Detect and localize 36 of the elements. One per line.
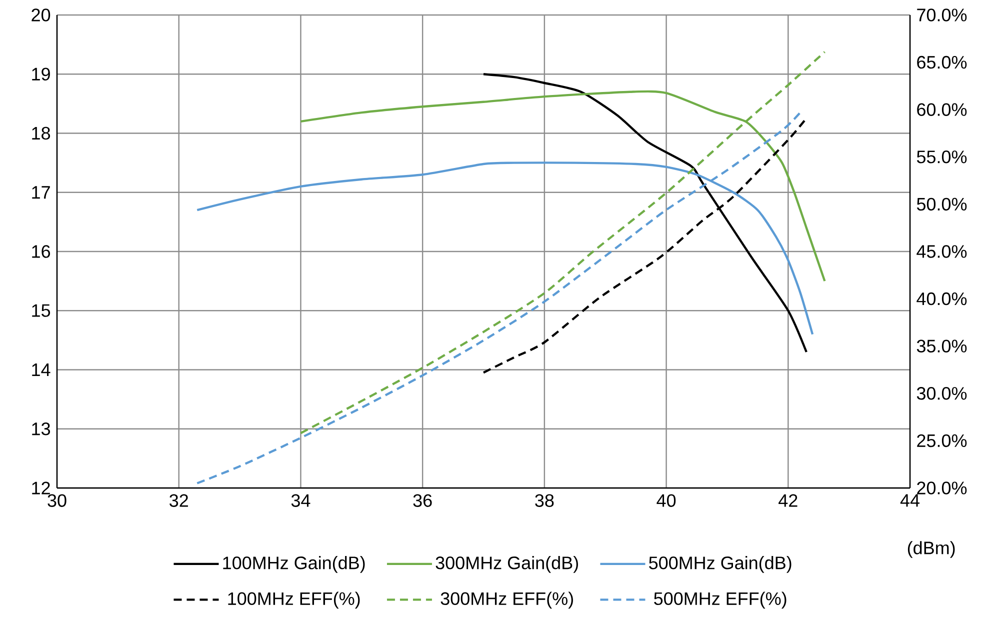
legend-label: 500MHz EFF(%) [654,592,786,609]
x-axis-title: (dBm) [908,541,955,558]
legend-label: 300MHz EFF(%) [440,592,573,609]
x-tick-label: 40 [656,494,676,507]
y2-tick-label: 60.0% [917,103,967,116]
y-tick-label: 16 [32,245,50,258]
y-tick-label: 14 [32,364,50,376]
y2-tick-label: 20.0% [917,482,967,494]
x-tick-label: 44 [900,494,920,507]
y2-tick-label: 50.0% [916,198,967,211]
y-tick-label: 18 [32,126,50,140]
x-tick-label: 38 [535,494,554,507]
x-tick-label: 34 [291,494,310,507]
y2-tick-label: 55.0% [916,150,967,164]
y-tick-label: 15 [32,304,50,317]
legend-label: 300MHz Gain(dB) [436,556,578,573]
x-tick-label: 32 [170,494,188,507]
x-tick-label: 30 [48,494,66,507]
x-tick-label: 42 [778,494,798,507]
y2-tick-label: 40.0% [916,292,967,306]
y-tick-label: 13 [32,422,50,436]
line-series [300,50,826,434]
y2-tick-label: 35.0% [916,340,967,352]
y-tick-label: 19 [32,68,50,80]
legend-label: 500MHz Gain(dB) [649,556,792,573]
y-tick-label: 12 [32,482,50,494]
legend-label: 100MHz Gain(dB) [223,556,365,573]
x-tick-label: 36 [413,494,432,507]
y2-tick-label: 30.0% [916,387,967,400]
y2-tick-label: 45.0% [916,245,967,258]
y-tick-label: 17 [32,186,50,199]
y-tick-label: 20 [32,8,50,22]
y2-tick-label: 65.0% [917,56,967,69]
legend-label: 100MHz EFF(%) [228,592,360,609]
y2-tick-label: 70.0% [917,8,967,22]
y2-tick-label: 25.0% [917,434,967,448]
